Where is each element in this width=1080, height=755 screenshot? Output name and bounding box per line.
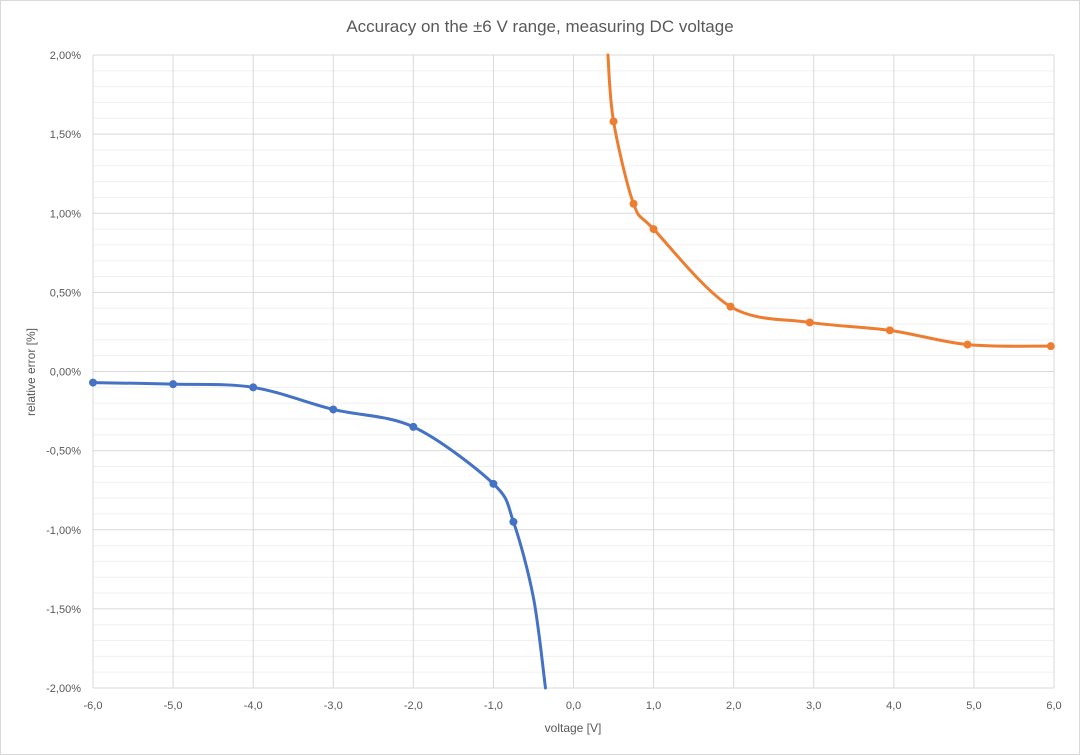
x-tick-label: 5,0: [966, 700, 981, 712]
y-tick-label: -0,50%: [46, 446, 81, 458]
x-tick-label: -2,0: [404, 700, 423, 712]
x-tick-label: 1,0: [646, 700, 661, 712]
data-point: [1046, 342, 1055, 351]
y-tick-label: -1,50%: [46, 604, 81, 616]
y-tick-labels: -2,00% -1,50% -1,00% -0,50% 0,00% 0,50% 1,00% 1…: [46, 50, 81, 695]
data-point: [169, 380, 178, 389]
chart-title: Accuracy on the ±6 V range, measuring DC…: [346, 17, 733, 36]
x-axis-title: voltage [V]: [545, 721, 602, 735]
y-tick-label: 1,50%: [50, 129, 81, 141]
data-point: [629, 199, 638, 208]
x-tick-label: 2,0: [726, 700, 741, 712]
x-tick-label: -3,0: [324, 700, 343, 712]
x-tick-label: -6,0: [84, 700, 103, 712]
data-point: [89, 378, 97, 387]
data-point: [963, 340, 972, 349]
data-point: [726, 302, 735, 311]
x-tick-label: 3,0: [806, 700, 821, 712]
data-point: [249, 383, 258, 392]
y-tick-label: -1,00%: [46, 525, 81, 537]
data-point: [509, 517, 518, 526]
data-points: [89, 117, 1055, 526]
x-tick-label: -4,0: [244, 700, 263, 712]
x-tick-label: -5,0: [164, 700, 183, 712]
data-point: [609, 117, 618, 126]
series-line-1: [91, 381, 547, 690]
y-tick-label: 0,50%: [50, 287, 81, 299]
data-point: [409, 422, 418, 431]
data-point: [649, 225, 658, 234]
x-tick-label: 6,0: [1046, 700, 1061, 712]
gridlines: [92, 54, 1055, 689]
x-tick-labels: -6,0 -5,0 -4,0 -3,0 -2,0 -1,0 0,0 1,0 2,0 3,0 4,0 5…: [84, 700, 1062, 712]
data-point: [329, 405, 338, 414]
x-tick-label: 4,0: [886, 700, 901, 712]
y-tick-label: 0,00%: [50, 367, 81, 379]
y-tick-label: -2,00%: [46, 683, 81, 695]
x-tick-label: 0,0: [566, 700, 581, 712]
y-tick-label: 1,00%: [50, 208, 81, 220]
data-point: [805, 318, 814, 327]
data-point: [489, 479, 498, 488]
y-tick-label: 2,00%: [50, 50, 81, 62]
x-tick-label: -1,0: [484, 700, 503, 712]
y-axis-title: relative error [%]: [24, 328, 38, 416]
data-point: [885, 326, 894, 335]
series-line-2: [606, 53, 1053, 348]
